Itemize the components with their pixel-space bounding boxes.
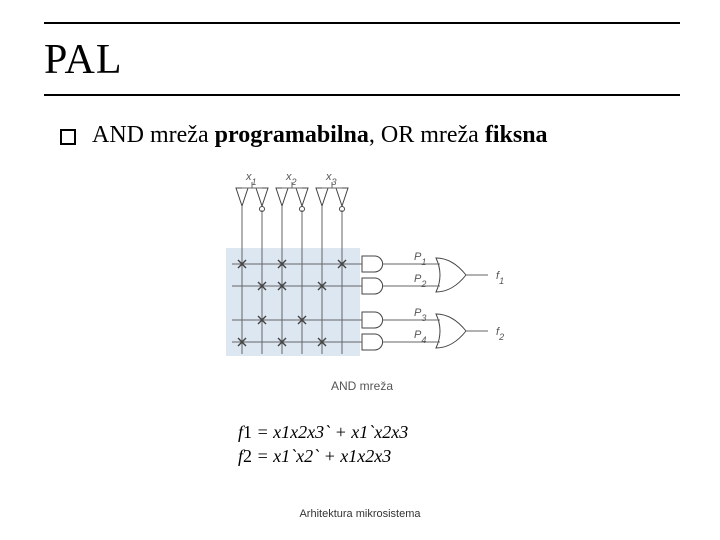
bullet-text: AND mreža programabilna, OR mreža fiksna <box>92 122 548 149</box>
eq1-fsub: 1 <box>243 422 252 442</box>
pal-diagram-svg: x1 x2 x3 P1 P2 P3 P4 f1 f2 <box>212 170 512 370</box>
diagram: x1 x2 x3 P1 P2 P3 P4 f1 f2 AND mreža <box>212 170 512 393</box>
svg-text:x1: x1 <box>245 171 257 187</box>
eq2-rhs: = x1`x2` + x1x2x3 <box>252 446 391 466</box>
diagram-caption: AND mreža <box>212 379 512 393</box>
bullet-row: AND mreža programabilna, OR mreža fiksna <box>60 122 548 149</box>
svg-text:P4: P4 <box>414 329 426 345</box>
svg-text:f2: f2 <box>496 326 504 342</box>
eq2-fsub: 2 <box>243 446 252 466</box>
svg-text:P1: P1 <box>414 251 426 267</box>
page-title: PAL <box>44 36 123 84</box>
bullet-bold1: programabilna <box>215 122 369 148</box>
svg-text:P3: P3 <box>414 307 426 323</box>
equation-1: f1 = x1x2x3` + x1`x2x3 <box>238 420 408 444</box>
eq1-rhs: = x1x2x3` + x1`x2x3 <box>252 422 408 442</box>
rule-top <box>44 22 680 24</box>
bullet-bold2: fiksna <box>485 122 548 148</box>
equation-2: f2 = x1`x2` + x1x2x3 <box>238 444 408 468</box>
svg-text:x2: x2 <box>285 171 297 187</box>
svg-text:P2: P2 <box>414 273 426 289</box>
rule-bottom <box>44 94 680 96</box>
bullet-mid: , OR mreža <box>369 122 485 148</box>
svg-text:f1: f1 <box>496 270 504 286</box>
bullet-pre: AND mreža <box>92 122 215 148</box>
svg-text:x3: x3 <box>325 171 337 187</box>
equations: f1 = x1x2x3` + x1`x2x3 f2 = x1`x2` + x1x… <box>238 420 408 469</box>
bullet-marker <box>60 129 76 145</box>
footer-text: Arhitektura mikrosistema <box>0 508 720 520</box>
